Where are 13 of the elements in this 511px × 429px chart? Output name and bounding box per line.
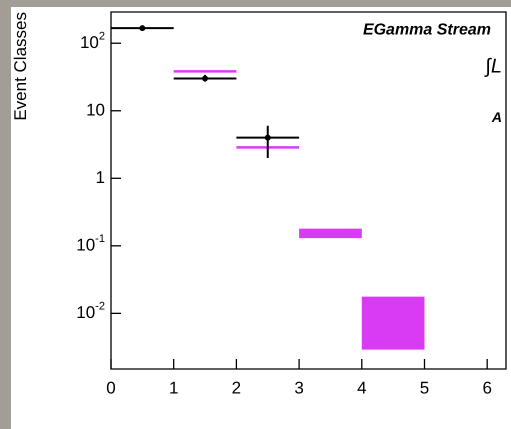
x-tick-label: 3 xyxy=(294,378,304,398)
x-tick-label: 4 xyxy=(357,378,367,398)
annotation: ∫L xyxy=(484,56,502,78)
annotation: EGamma Stream xyxy=(362,21,491,38)
y-axis-title: Event Classes xyxy=(10,12,30,121)
annotation: A xyxy=(490,108,502,125)
y-tick-label: 10 xyxy=(86,100,106,120)
x-tick-label: 6 xyxy=(482,378,492,398)
x-tick-label: 1 xyxy=(168,378,178,398)
x-tick-label: 5 xyxy=(420,378,430,398)
x-tick-label: 0 xyxy=(106,378,116,398)
x-tick-label: 2 xyxy=(232,378,242,398)
y-tick-label: 1 xyxy=(96,168,106,187)
